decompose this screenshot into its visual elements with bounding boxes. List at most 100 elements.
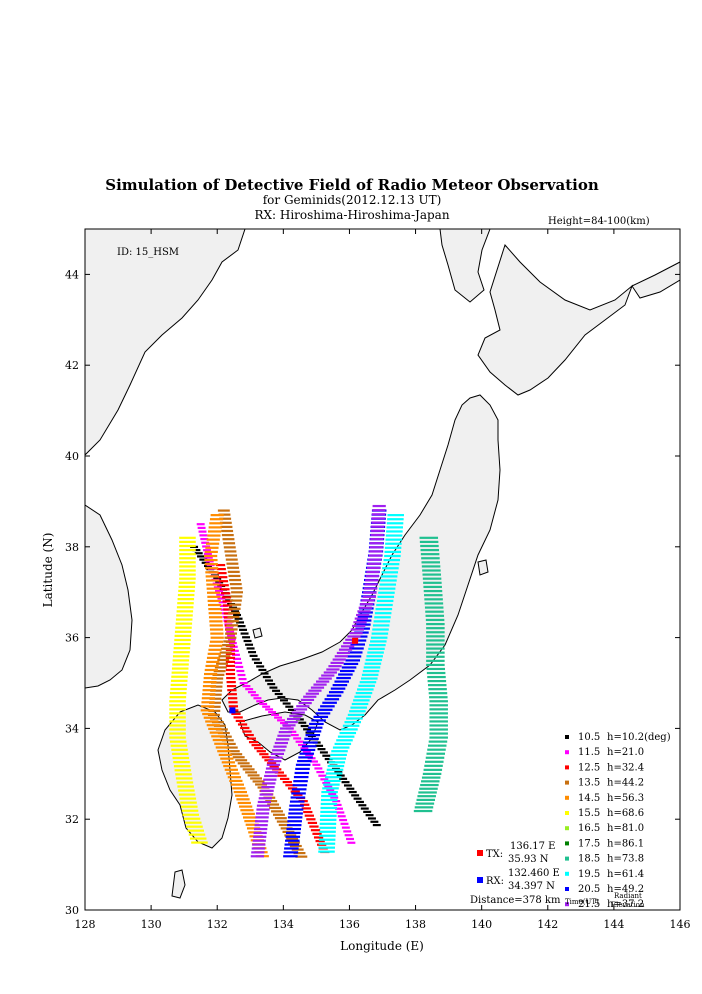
series-point [426,643,445,646]
series-point [206,583,220,586]
x-tick-label: 130 [141,918,162,931]
series-point [338,648,353,651]
series-point [208,705,221,708]
series-point [247,691,256,694]
series-point [219,651,232,654]
series-point [349,647,364,650]
series-point [328,761,346,764]
series-point [240,632,249,635]
series-point [197,555,205,558]
series-point [223,640,236,643]
series-point [221,739,234,742]
series-point [244,820,258,823]
series-point [288,730,297,733]
series-point [254,747,264,750]
series-point [250,855,264,858]
series-point [278,731,292,734]
series-point [204,567,219,570]
series-point [247,774,260,777]
series-point [240,809,254,812]
series-point [322,701,337,704]
series-point [337,815,346,818]
series-point [341,666,357,669]
series-point [280,727,294,730]
series-point [347,841,356,844]
series-point [202,685,217,688]
series-point [303,728,312,731]
legend-time: 18.5 [578,854,600,865]
series-point [365,814,374,817]
series-point [262,782,276,785]
legend-time: 20.5 [578,884,600,895]
series-point [271,713,280,716]
series-point [355,800,364,804]
series-point [344,721,362,724]
series-point [178,789,195,792]
series-point [357,610,371,613]
series-point [225,672,236,676]
series-point [214,666,227,669]
series-point [177,602,194,605]
series-point [179,577,196,580]
series-point [284,834,297,837]
series-point [280,699,288,702]
series-point [213,670,226,673]
series-point [374,612,392,615]
series-point [330,796,339,799]
series-point [227,693,237,696]
series-point [340,822,349,825]
series-point [211,735,225,738]
series-point [293,793,303,796]
legend-swatch [565,750,569,755]
series-point [169,740,187,743]
series-point [366,566,381,570]
series-point [383,558,401,562]
x-axis: 128 130 132 134 136 138 140 142 144 146 [75,229,691,931]
series-point [268,760,282,763]
series-point [339,777,348,780]
series-point [173,651,190,654]
series-point [176,614,193,617]
series-point [198,530,207,533]
series-point [242,768,255,771]
series-point [282,724,296,727]
legend-elevation: h=32.4 [607,762,644,773]
x-tick-label: 136 [339,918,360,931]
rx-legend-swatch [477,877,483,883]
series-point [203,716,217,719]
series-point [285,839,300,842]
series-point [169,736,186,739]
series-point [315,744,324,747]
series-point [336,739,353,742]
legend-time: 21.5 [578,899,600,910]
series-point [385,542,402,545]
series-point [208,607,222,611]
series-19.5 [318,514,404,853]
series-point [346,837,354,841]
series-point [370,529,385,532]
series-point [263,778,277,781]
series-point [204,556,213,559]
series-point [176,781,194,784]
series-point [369,542,384,545]
series-point [422,569,441,572]
series-point [429,708,448,711]
series-point [177,598,195,601]
series-point [179,548,196,552]
series-point [293,775,309,779]
series-point [265,679,273,682]
series-point [210,689,223,692]
series-point [207,595,221,598]
series-point [352,624,366,627]
series-point [259,753,269,756]
series-point [218,753,232,757]
series-point [421,557,440,560]
series-point [276,820,289,823]
series-point [289,844,302,848]
series-point [326,768,344,771]
series-point [258,668,267,672]
y-axis-label: Latitude (N) [41,533,55,608]
series-point [274,716,283,719]
x-tick-label: 142 [537,918,558,931]
series-point [351,702,369,706]
